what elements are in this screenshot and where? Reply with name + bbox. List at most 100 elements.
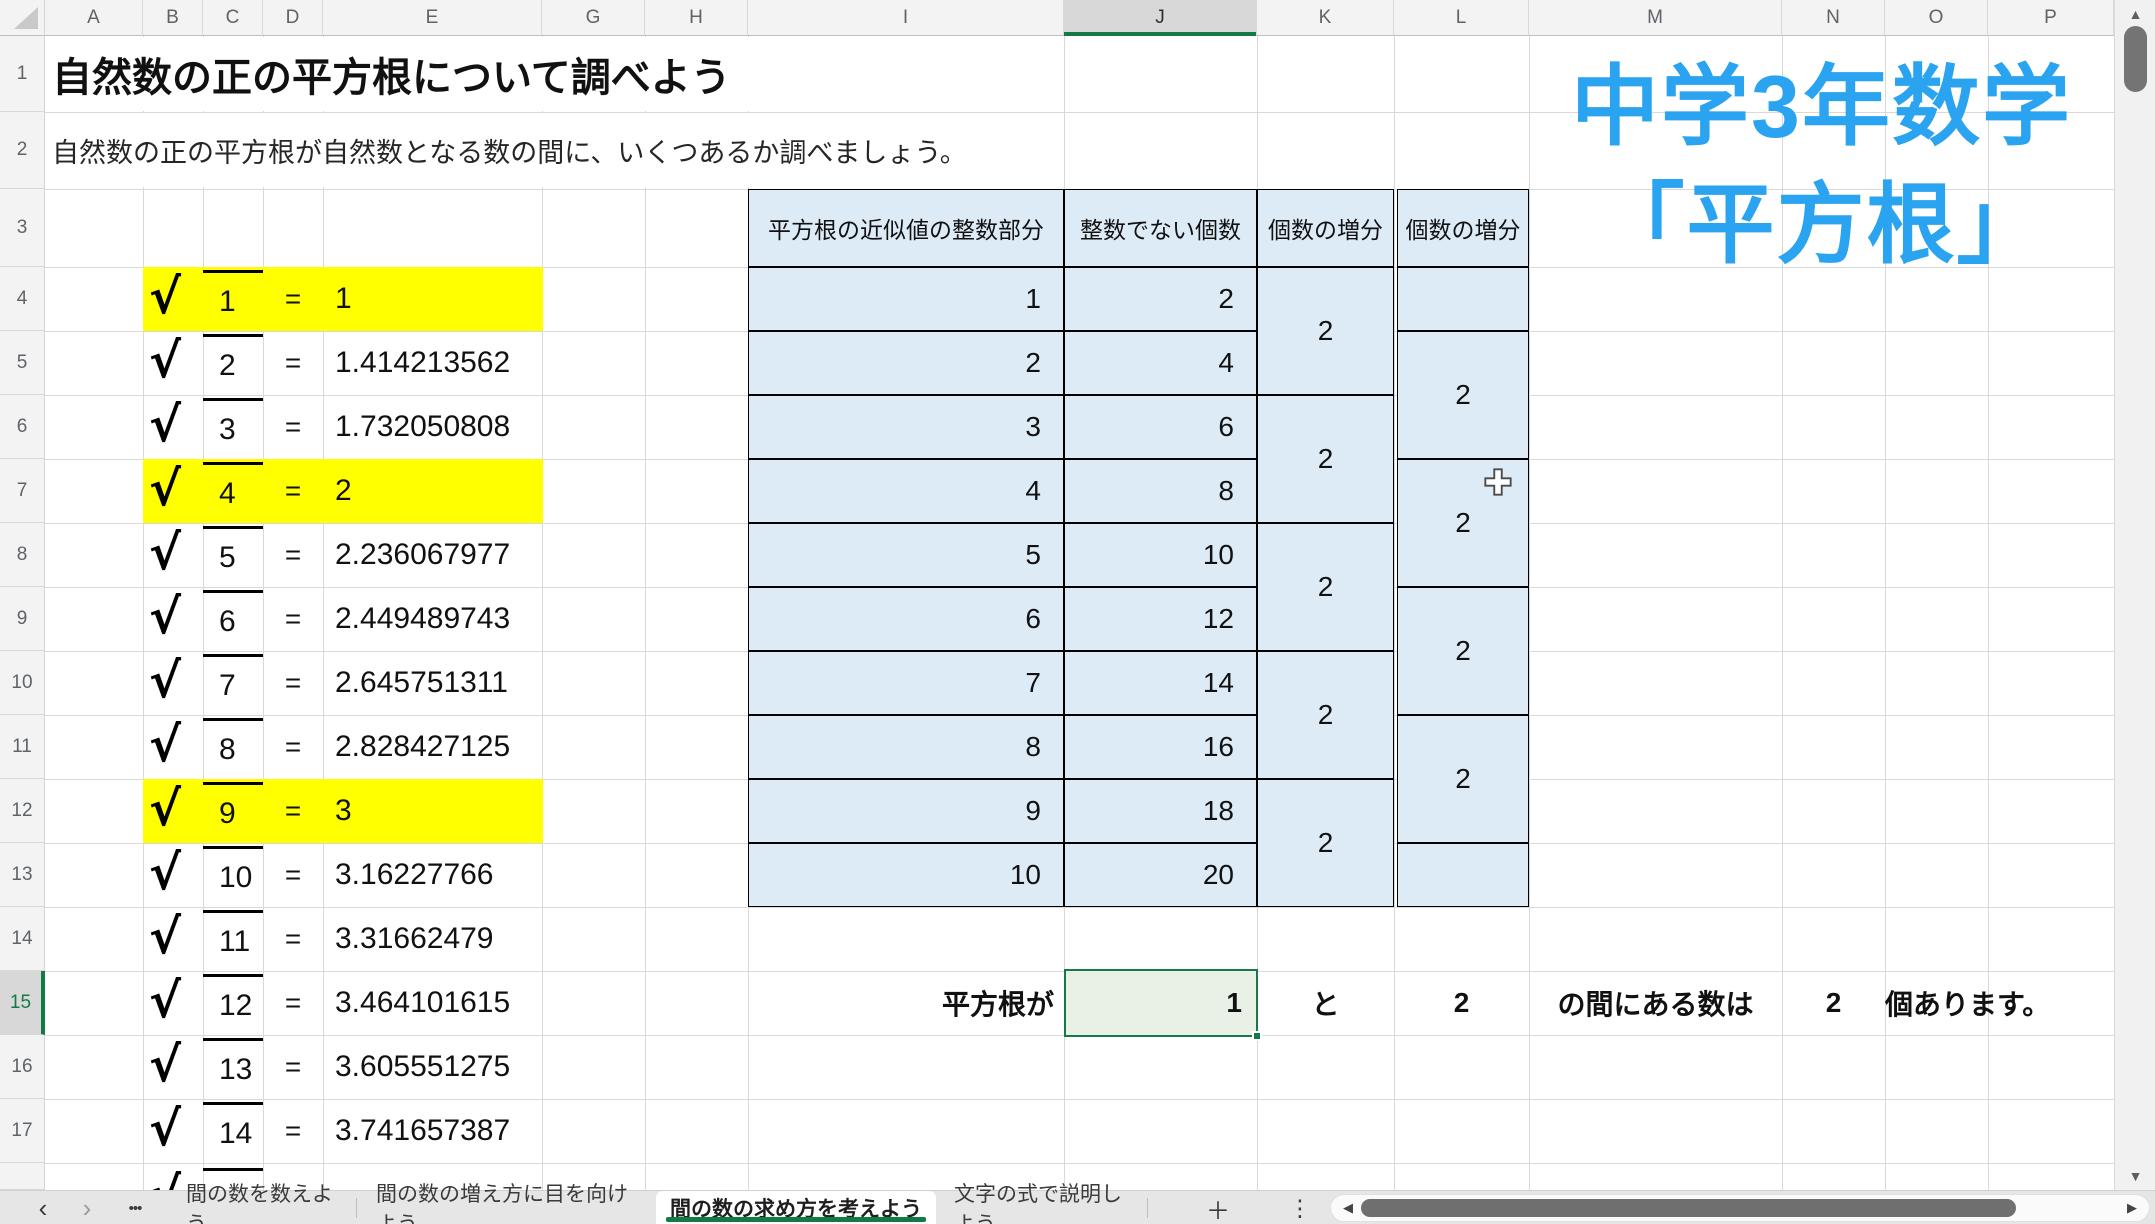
column-header-k[interactable]: K: [1257, 0, 1394, 36]
radicand-cell[interactable]: 2: [203, 334, 263, 395]
sheet-menu-kebab-icon[interactable]: ⋮: [1288, 1194, 1312, 1221]
radicand-cell[interactable]: 12: [203, 974, 263, 1035]
cell-integer-part[interactable]: 5: [748, 523, 1064, 587]
sqrt-row-3[interactable]: √ 3 = 1.732050808: [143, 395, 543, 459]
cell-integer-part[interactable]: 9: [748, 779, 1064, 843]
sqrt-row-2[interactable]: √ 2 = 1.414213562: [143, 331, 543, 395]
radicand-cell[interactable]: 4: [203, 462, 263, 523]
sqrt-value-cell[interactable]: 2.645751311: [335, 666, 508, 699]
sentence-upper-value[interactable]: 2: [1453, 987, 1470, 1018]
cell-integer-part[interactable]: 6: [748, 587, 1064, 651]
sqrt-row-9[interactable]: √ 9 = 3: [143, 779, 543, 843]
row-header-18-partial[interactable]: [0, 1163, 45, 1190]
header-increment-1[interactable]: 個数の増分: [1257, 189, 1394, 267]
cell-integer-part[interactable]: 7: [748, 651, 1064, 715]
cell-count[interactable]: 10: [1064, 523, 1257, 587]
more-sheets-icon[interactable]: •••: [128, 1199, 143, 1217]
row-header-1[interactable]: 1: [0, 36, 45, 112]
sqrt-value-cell[interactable]: 1: [335, 282, 352, 315]
radicand-cell[interactable]: 8: [203, 718, 263, 779]
row-header-2[interactable]: 2: [0, 112, 45, 189]
cell-count[interactable]: 4: [1064, 331, 1257, 395]
fill-handle[interactable]: [1252, 1031, 1262, 1041]
row-header-13[interactable]: 13: [0, 843, 45, 907]
cell-count[interactable]: 8: [1064, 459, 1257, 523]
radicand-cell[interactable]: 14: [203, 1102, 263, 1163]
cell-increment1-merged[interactable]: 2: [1257, 651, 1394, 779]
cell-integer-part[interactable]: 4: [748, 459, 1064, 523]
sqrt-row-6[interactable]: √ 6 = 2.449489743: [143, 587, 543, 651]
sentence-count-value[interactable]: 2: [1825, 987, 1842, 1018]
radicand-cell[interactable]: 11: [203, 910, 263, 971]
sqrt-value-cell[interactable]: 2.828427125: [335, 730, 511, 763]
row-header-12[interactable]: 12: [0, 779, 45, 843]
sqrt-value-cell[interactable]: 3: [335, 794, 352, 827]
header-integer-part[interactable]: 平方根の近似値の整数部分: [748, 189, 1064, 267]
sqrt-value-cell[interactable]: 1.414213562: [335, 346, 511, 379]
sentence-prefix[interactable]: 平方根が: [941, 989, 1054, 1020]
cell-integer-part[interactable]: 10: [748, 843, 1064, 907]
row-header-8[interactable]: 8: [0, 523, 45, 587]
row-header-11[interactable]: 11: [0, 715, 45, 779]
row-header-5[interactable]: 5: [0, 331, 45, 395]
sqrt-row-4[interactable]: √ 4 = 2: [143, 459, 543, 523]
selected-cell-j15[interactable]: 1: [1064, 969, 1262, 1041]
cell-count[interactable]: 6: [1064, 395, 1257, 459]
sqrt-row-14[interactable]: √ 14 = 3.741657387: [143, 1099, 543, 1163]
cell-increment2-merged[interactable]: 2: [1397, 587, 1529, 715]
scroll-right-icon[interactable]: ▶: [2127, 1200, 2137, 1215]
row-header-6[interactable]: 6: [0, 395, 45, 459]
prev-sheet-icon[interactable]: ‹: [38, 1192, 48, 1223]
cell-increment2-empty[interactable]: [1397, 843, 1529, 907]
cell-increment1-merged[interactable]: 2: [1257, 267, 1394, 395]
column-header-a[interactable]: A: [45, 0, 143, 36]
column-header-i[interactable]: I: [748, 0, 1064, 36]
sqrt-value-cell[interactable]: 2.236067977: [335, 538, 511, 571]
sheet-title[interactable]: 自然数の正の平方根について調べよう: [46, 37, 1063, 111]
cell-integer-part[interactable]: 2: [748, 331, 1064, 395]
sqrt-row-1[interactable]: √ 1 = 1: [143, 267, 543, 331]
sentence-suffix[interactable]: 個あります。: [1885, 989, 2051, 1020]
column-header-b[interactable]: B: [143, 0, 203, 36]
vertical-scrollbar[interactable]: ▲ ▼: [2114, 0, 2155, 1190]
cell-integer-part[interactable]: 1: [748, 267, 1064, 331]
add-sheet-icon[interactable]: ＋: [1206, 1197, 1230, 1224]
column-header-j-selected[interactable]: J: [1064, 0, 1257, 36]
sqrt-value-cell[interactable]: 2.449489743: [335, 602, 511, 635]
sheet-tab-2[interactable]: 間の数の増え方に目を向けよう: [376, 1183, 628, 1224]
cell-count[interactable]: 18: [1064, 779, 1257, 843]
column-header-l[interactable]: L: [1394, 0, 1529, 36]
horizontal-scrollbar-thumb[interactable]: [1361, 1199, 2016, 1217]
column-header-n[interactable]: N: [1782, 0, 1885, 36]
sqrt-row-8[interactable]: √ 8 = 2.828427125: [143, 715, 543, 779]
row-header-7[interactable]: 7: [0, 459, 45, 523]
cell-count[interactable]: 2: [1064, 267, 1257, 331]
column-header-m[interactable]: M: [1529, 0, 1782, 36]
radicand-cell[interactable]: 1: [203, 270, 263, 331]
radicand-cell[interactable]: 13: [203, 1038, 263, 1099]
cell-integer-part[interactable]: 8: [748, 715, 1064, 779]
column-header-g[interactable]: G: [542, 0, 645, 36]
cell-increment2-merged[interactable]: 2: [1397, 715, 1529, 843]
scroll-up-icon[interactable]: ▲: [2128, 6, 2143, 22]
sqrt-value-cell[interactable]: 3.605551275: [335, 1050, 511, 1083]
column-header-e[interactable]: E: [323, 0, 542, 36]
row-header-16[interactable]: 16: [0, 1035, 45, 1099]
row-header-14[interactable]: 14: [0, 907, 45, 971]
cell-increment2-empty[interactable]: [1397, 267, 1529, 331]
cell-increment2-merged[interactable]: 2: [1397, 459, 1529, 587]
cell-count[interactable]: 14: [1064, 651, 1257, 715]
row-header-17[interactable]: 17: [0, 1099, 45, 1163]
radicand-cell[interactable]: 5: [203, 526, 263, 587]
sqrt-value-cell[interactable]: 3.464101615: [335, 986, 511, 1019]
horizontal-scrollbar[interactable]: ◀ ▶: [1330, 1194, 2150, 1222]
cell-increment1-merged[interactable]: 2: [1257, 523, 1394, 651]
row-header-4[interactable]: 4: [0, 267, 45, 331]
sheet-tab-1[interactable]: 間の数を数えよう: [186, 1183, 333, 1224]
sqrt-value-cell[interactable]: 3.31662479: [335, 922, 494, 955]
row-header-10[interactable]: 10: [0, 651, 45, 715]
cell-count[interactable]: 12: [1064, 587, 1257, 651]
radicand-cell[interactable]: 7: [203, 654, 263, 715]
cell-count[interactable]: 16: [1064, 715, 1257, 779]
sqrt-value-cell[interactable]: 3.741657387: [335, 1114, 511, 1147]
